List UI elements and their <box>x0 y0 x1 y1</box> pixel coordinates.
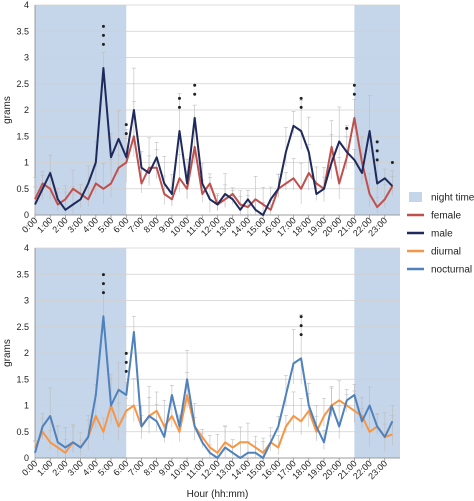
significance-dot <box>177 96 181 100</box>
y-tick-label: 2 <box>24 348 29 358</box>
y-axis-label: grams <box>2 339 13 367</box>
significance-dot <box>299 324 303 328</box>
y-tick-label: 3.5 <box>16 26 29 36</box>
significance-dot <box>177 105 181 109</box>
y-tick-label: 1 <box>24 158 29 168</box>
legend-item-diurnal: diurnal <box>407 247 461 258</box>
significance-dot <box>101 33 105 37</box>
significance-dot <box>101 42 105 46</box>
significance-dot <box>124 123 128 127</box>
y-tick-label: 4 <box>24 0 29 10</box>
significance-dot <box>193 83 197 87</box>
legend-item-nocturnal: nocturnal <box>407 265 472 276</box>
legend-item-female: female <box>407 211 461 222</box>
y-tick-label: 1.5 <box>16 374 29 384</box>
y-tick-label: 1 <box>24 401 29 411</box>
significance-dot <box>299 315 303 319</box>
y-tick-label: 0.5 <box>16 427 29 437</box>
y-tick-label: 3 <box>24 53 29 63</box>
y-tick-label: 0 <box>24 453 29 463</box>
legend: night time female male diurnal nocturnal <box>407 192 474 276</box>
significance-dot <box>124 369 128 373</box>
legend-swatch <box>409 192 422 202</box>
legend-label: diurnal <box>431 247 461 258</box>
series-line-diurnal <box>34 394 393 454</box>
series-line-male <box>34 67 394 216</box>
significance-dot <box>101 24 105 28</box>
y-tick-label: 0 <box>24 210 29 220</box>
legend-label: nocturnal <box>431 265 472 276</box>
y-tick-label: 2 <box>24 105 29 115</box>
y-tick-label: 4 <box>24 243 29 253</box>
x-axis-label: Hour (hh:mm) <box>187 489 249 500</box>
y-tick-label: 0.5 <box>16 184 29 194</box>
significance-dot <box>193 92 197 96</box>
legend-label: female <box>431 211 461 222</box>
significance-dot <box>345 126 349 130</box>
significance-dot <box>352 83 356 87</box>
significance-dot <box>299 96 303 100</box>
legend-item-night-time: night time <box>409 192 474 204</box>
y-tick-label: 2.5 <box>16 322 29 332</box>
significance-dot <box>101 273 105 277</box>
significance-dot <box>124 351 128 355</box>
series-line-nocturnal <box>34 315 394 459</box>
significance-dot <box>101 282 105 286</box>
series-line-female <box>34 116 394 211</box>
chart-panel-1: 00.511.522.533.540:001:002:003:004:005:0… <box>2 0 400 238</box>
y-tick-label: 3 <box>24 296 29 306</box>
significance-dot <box>299 333 303 337</box>
significance-dot <box>124 132 128 136</box>
significance-dot <box>375 149 379 153</box>
y-tick-label: 1.5 <box>16 131 29 141</box>
significance-dot <box>390 161 394 164</box>
legend-label: night time <box>431 193 474 204</box>
chart-panel-2: 00.511.522.533.540:001:002:003:004:005:0… <box>2 243 400 500</box>
y-tick-label: 2.5 <box>16 79 29 89</box>
significance-dot <box>375 158 379 162</box>
y-axis-label: grams <box>2 96 13 124</box>
significance-dot <box>101 291 105 295</box>
legend-item-male: male <box>407 229 453 240</box>
legend-label: male <box>431 229 453 240</box>
significance-dot <box>124 360 128 364</box>
significance-dot <box>375 140 379 144</box>
y-tick-label: 3.5 <box>16 269 29 279</box>
significance-dot <box>299 105 303 109</box>
significance-dot <box>352 92 356 96</box>
